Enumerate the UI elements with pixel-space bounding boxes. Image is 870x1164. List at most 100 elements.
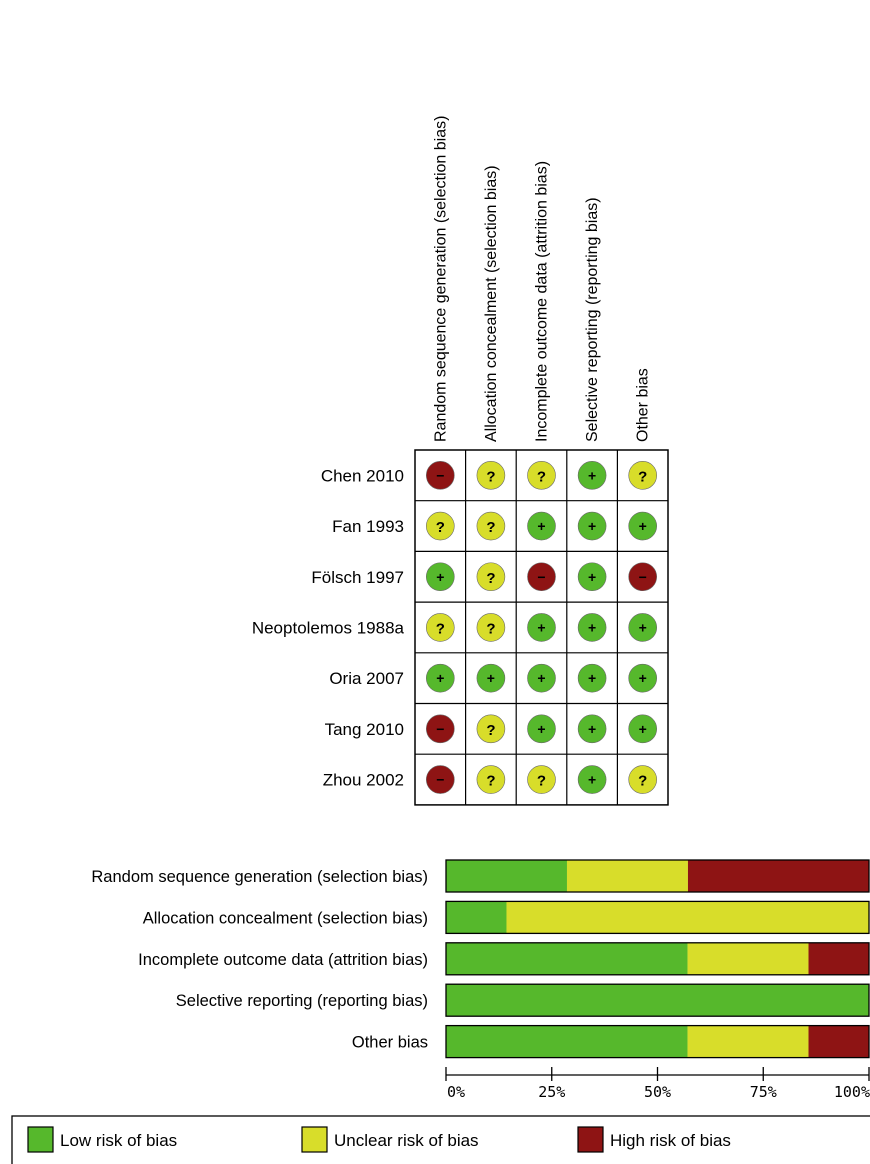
bar-segment-unclear bbox=[506, 901, 869, 934]
bar-outline bbox=[445, 1024, 870, 1059]
rating-unclear-cell: ? bbox=[628, 461, 658, 490]
study-label: Zhou 2002 bbox=[323, 771, 404, 790]
rating-low-cell: + bbox=[577, 511, 607, 541]
rating-symbol: ? bbox=[638, 773, 647, 790]
rating-dot bbox=[425, 714, 455, 744]
rating-symbol: + bbox=[588, 569, 596, 585]
rating-symbol: − bbox=[436, 467, 444, 483]
rating-dot bbox=[476, 765, 506, 794]
rating-symbol: − bbox=[639, 569, 647, 585]
rating-unclear-cell: ? bbox=[425, 511, 455, 541]
rating-symbol: + bbox=[588, 772, 596, 788]
rating-dot bbox=[628, 765, 658, 794]
legend: Low risk of bias Unclear risk of bias High… bbox=[11, 1115, 870, 1164]
rating-dot bbox=[628, 613, 658, 642]
rating-dot bbox=[577, 765, 607, 794]
bar-category-label: Incomplete outcome data (attrition bias) bbox=[138, 951, 428, 969]
bar-segment-low bbox=[446, 984, 869, 1017]
x-tick-label: 0% bbox=[447, 1083, 465, 1101]
rating-high-cell: − bbox=[425, 461, 455, 490]
rating-dot bbox=[476, 714, 506, 744]
bar-segment-low bbox=[446, 901, 507, 934]
bar-outline bbox=[445, 942, 870, 976]
rating-dot bbox=[425, 663, 455, 693]
rating-unclear-cell: ? bbox=[628, 765, 658, 794]
rating-high-cell: − bbox=[628, 562, 658, 592]
bar-category-label: Random sequence generation (selection bi… bbox=[91, 868, 428, 886]
rating-unclear-cell: ? bbox=[476, 765, 506, 794]
rating-symbol: ? bbox=[436, 519, 445, 536]
rating-low-cell: + bbox=[628, 663, 658, 693]
column-header: Other bias bbox=[635, 368, 652, 442]
bar-segment-unclear bbox=[687, 942, 809, 975]
rating-unclear-cell: ? bbox=[527, 765, 556, 794]
bar-segment-unclear bbox=[566, 860, 688, 892]
rating-symbol: ? bbox=[486, 519, 495, 536]
rating-dot bbox=[425, 765, 455, 794]
rating-dot bbox=[476, 663, 506, 693]
rating-dot bbox=[476, 613, 506, 642]
legend-label: High risk of bias bbox=[610, 1131, 731, 1150]
rating-dot bbox=[527, 511, 556, 541]
bar-category-label: Selective reporting (reporting bias) bbox=[176, 992, 428, 1010]
rating-low-cell: + bbox=[425, 562, 455, 592]
column-header: Incomplete outcome data (attrition bias) bbox=[534, 161, 551, 442]
rating-dot bbox=[476, 511, 506, 541]
rating-unclear-cell: ? bbox=[425, 613, 455, 642]
risk-of-bias-graph: Random sequence generation (selection bi… bbox=[91, 859, 870, 1101]
rating-low-cell: + bbox=[577, 461, 607, 490]
bar-category-label: Allocation concealment (selection bias) bbox=[143, 909, 428, 927]
rating-symbol: + bbox=[537, 518, 545, 534]
legend-item-unclear: Unclear risk of bias bbox=[301, 1126, 479, 1153]
rating-dot bbox=[527, 663, 556, 693]
rating-dot bbox=[476, 461, 506, 490]
rating-low-cell: + bbox=[577, 765, 607, 794]
rating-low-cell: + bbox=[527, 663, 556, 693]
rating-dot bbox=[577, 714, 607, 744]
bar-segment-unclear bbox=[687, 1025, 809, 1058]
study-label: Chen 2010 bbox=[321, 466, 404, 485]
rating-dot bbox=[527, 765, 556, 794]
rating-low-cell: + bbox=[577, 562, 607, 592]
rating-dot bbox=[527, 613, 556, 642]
rating-low-cell: + bbox=[527, 511, 556, 541]
rating-symbol: ? bbox=[486, 468, 495, 485]
rating-symbol: ? bbox=[486, 773, 495, 790]
legend-item-low: Low risk of bias bbox=[27, 1126, 177, 1153]
study-label: Fan 1993 bbox=[332, 517, 404, 536]
x-tick-label: 50% bbox=[644, 1083, 671, 1101]
rating-low-cell: + bbox=[577, 663, 607, 693]
rating-dot bbox=[628, 461, 658, 490]
rating-symbol: ? bbox=[486, 620, 495, 637]
rating-low-cell: + bbox=[628, 714, 658, 744]
rating-low-cell: + bbox=[628, 511, 658, 541]
legend-frame bbox=[11, 1115, 870, 1164]
rating-low-cell: + bbox=[577, 714, 607, 744]
x-tick-label: 100% bbox=[834, 1083, 870, 1101]
bar-category-label: Other bias bbox=[352, 1034, 428, 1052]
rating-unclear-cell: ? bbox=[476, 562, 506, 592]
rating-dot bbox=[527, 562, 556, 592]
rating-low-cell: + bbox=[425, 663, 455, 693]
rating-symbol: ? bbox=[436, 620, 445, 637]
rating-dot bbox=[628, 714, 658, 744]
bar-segment-low bbox=[446, 1025, 688, 1058]
rating-dot bbox=[425, 562, 455, 592]
column-header: Selective reporting (reporting bias) bbox=[584, 197, 601, 442]
rating-low-cell: + bbox=[628, 613, 658, 642]
study-label: Tang 2010 bbox=[325, 720, 404, 739]
rating-dot bbox=[628, 562, 658, 592]
rating-unclear-cell: ? bbox=[476, 461, 506, 490]
column-header: Random sequence generation (selection bi… bbox=[432, 116, 449, 442]
bar-segment-low bbox=[446, 860, 567, 892]
x-tick-label: 75% bbox=[750, 1083, 777, 1101]
rating-symbol: ? bbox=[486, 570, 495, 587]
legend-label: Unclear risk of bias bbox=[334, 1131, 479, 1150]
risk-of-bias-summary-table: Random sequence generation (selection bi… bbox=[252, 116, 669, 806]
rating-low-cell: + bbox=[577, 613, 607, 642]
rating-symbol: + bbox=[588, 670, 596, 686]
rating-dot bbox=[577, 461, 607, 490]
rating-unclear-cell: ? bbox=[476, 511, 506, 541]
rating-unclear-cell: ? bbox=[527, 461, 556, 490]
